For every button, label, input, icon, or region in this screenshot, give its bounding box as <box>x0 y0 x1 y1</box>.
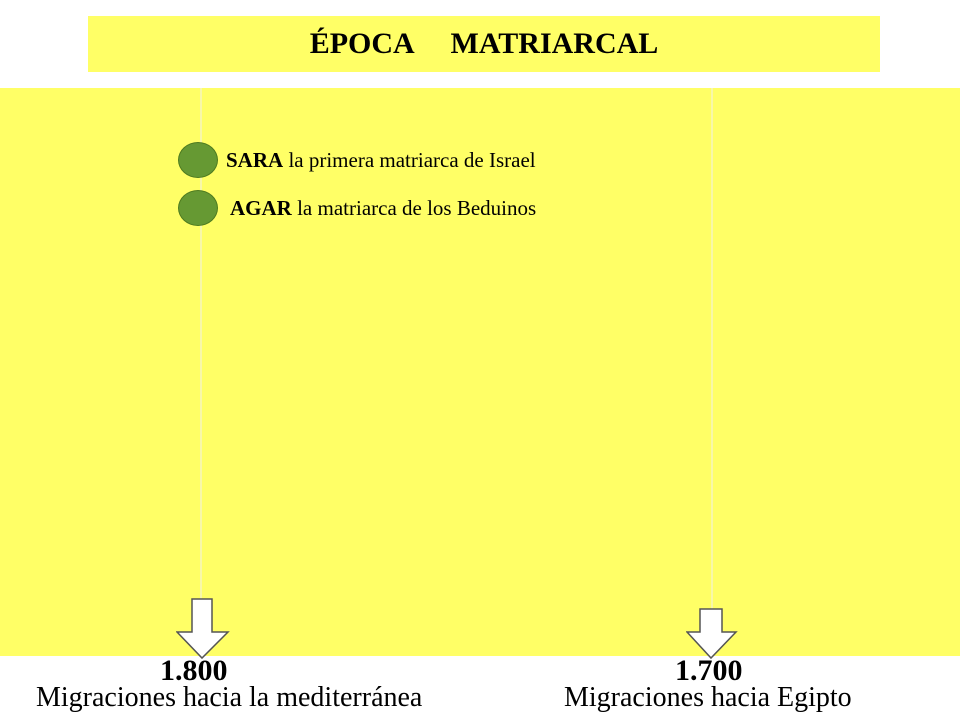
legend-desc: la matriarca de los Beduinos <box>291 195 537 220</box>
legend-item-agar: AGAR la matriarca de los Beduinos <box>178 190 536 226</box>
green-circle-icon <box>178 142 218 178</box>
year-label: 1.700 <box>675 654 743 687</box>
title-banner: ÉPOCA MATRIARCAL <box>88 16 880 72</box>
legend-text: SARA la primera matriarca de Israel <box>226 148 536 173</box>
legend-name: SARA <box>226 147 284 172</box>
migration-caption: Migraciones hacia la mediterránea <box>36 682 423 713</box>
down-arrow-icon <box>686 608 738 660</box>
year-label: 1.800 <box>160 654 228 687</box>
legend-item-sara: SARA la primera matriarca de Israel <box>178 142 536 178</box>
legend-text: AGAR la matriarca de los Beduinos <box>230 196 536 221</box>
migration-caption: Migraciones hacia Egipto <box>564 682 852 713</box>
timeline-divider-1800 <box>200 88 202 656</box>
timeline-divider-1700 <box>711 88 713 656</box>
down-arrow-icon <box>176 598 230 660</box>
green-circle-icon <box>178 190 218 226</box>
legend-name: AGAR <box>230 195 292 220</box>
diagram-area <box>0 88 960 656</box>
legend-desc: la primera matriarca de Israel <box>283 147 536 172</box>
page-title: ÉPOCA MATRIARCAL <box>309 27 659 60</box>
